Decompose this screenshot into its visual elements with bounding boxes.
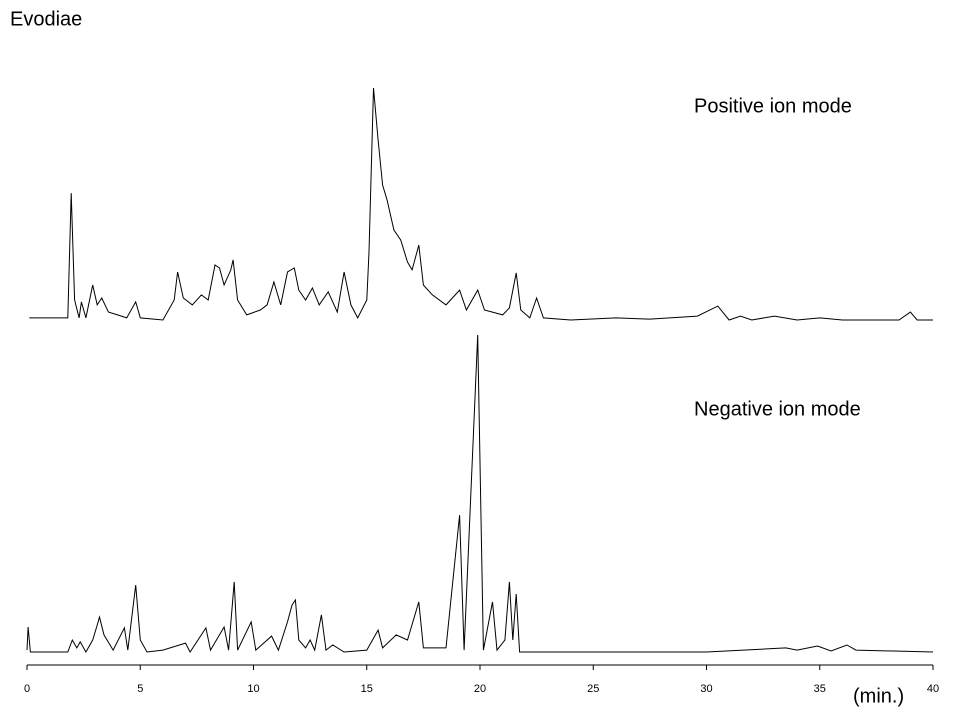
chart-title: Evodiae xyxy=(10,8,82,30)
x-tick-label: 25 xyxy=(587,683,599,695)
x-tick-label: 10 xyxy=(247,683,259,695)
x-tick-label: 30 xyxy=(700,683,712,695)
x-tick-label: 0 xyxy=(24,683,30,695)
trace xyxy=(29,87,933,321)
x-tick-label: 20 xyxy=(474,683,486,695)
x-tick-label: 40 xyxy=(927,683,939,695)
trace xyxy=(26,334,934,654)
series-label: Negative ion mode xyxy=(694,398,861,420)
x-tick-label: 5 xyxy=(137,683,143,695)
series-label: Positive ion mode xyxy=(694,95,852,117)
x-axis-label: (min.) xyxy=(853,685,904,707)
x-tick-label: 35 xyxy=(814,683,826,695)
x-tick-label: 15 xyxy=(361,683,373,695)
